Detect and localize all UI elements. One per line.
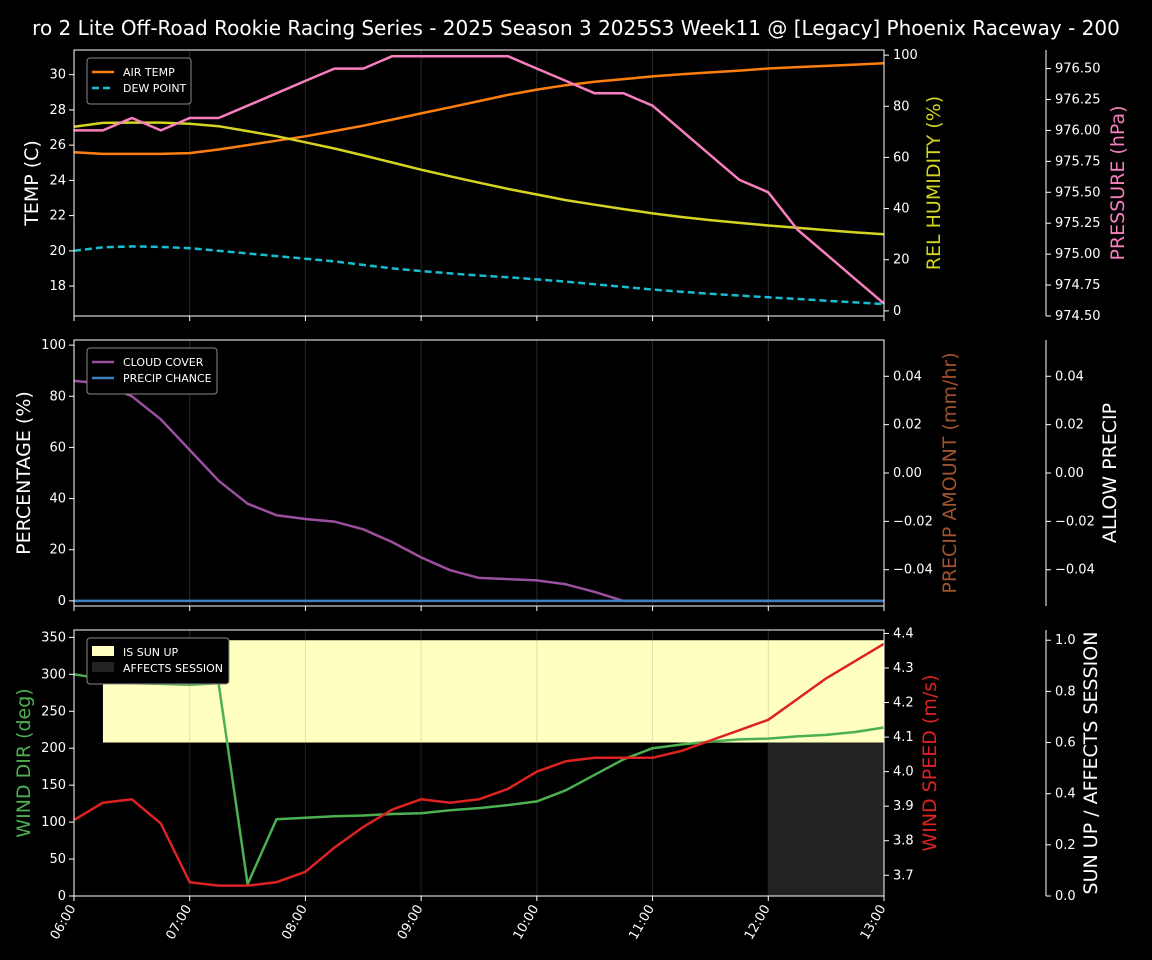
wind-speed-line: [73, 642, 885, 887]
left-axis-tick-label: 200: [41, 741, 66, 756]
left-axis-tick-label: 28: [49, 103, 66, 118]
precip-amount-axis-label: PRECIP AMOUNT (mm/hr): [939, 352, 961, 593]
left-axis-tick-label: 0: [58, 594, 66, 609]
right-axis-tick-label: 0.02: [893, 418, 922, 433]
air-temp-line: [73, 61, 885, 156]
plot-frame: [73, 629, 885, 897]
right-axis-tick-label: 4.4: [893, 626, 914, 641]
third-axis-tick-label: 0.6: [1055, 736, 1076, 751]
left-axis-tick-label: 30: [49, 68, 66, 83]
left-axis-tick-label: 24: [49, 173, 66, 188]
dew-point-line: [73, 245, 885, 306]
third-axis-tick-label: 975.25: [1055, 216, 1101, 231]
right-axis-tick-label: 4.3: [893, 661, 914, 676]
left-axis-tick-label: 20: [49, 244, 66, 259]
third-axis-tick-label: 1.0: [1055, 633, 1076, 648]
sun-up-axis-label: SUN UP / AFFECTS SESSION: [1080, 632, 1102, 895]
right-axis-tick-label: 4.0: [893, 765, 914, 780]
left-axis-tick-label: 300: [41, 667, 66, 682]
right-axis-tick-label: 100: [893, 48, 918, 63]
right-axis-tick-label: 3.7: [893, 868, 914, 883]
third-axis-tick-label: 975.75: [1055, 154, 1101, 169]
left-axis-tick-label: 40: [49, 492, 66, 507]
right-axis-tick-label: 40: [893, 202, 910, 217]
third-axis-tick-label: 0.00: [1055, 466, 1084, 481]
legend-label: AIR TEMP: [123, 66, 175, 79]
legend-patch: [92, 646, 114, 656]
legend-patch: [92, 662, 114, 672]
right-axis-tick-label: 80: [893, 99, 910, 114]
chart-title: ro 2 Lite Off-Road Rookie Racing Series …: [32, 16, 1120, 40]
left-axis-tick-label: 18: [49, 279, 66, 294]
plot-frame: [73, 49, 885, 317]
left-axis-tick-label: 100: [41, 815, 66, 830]
legend-label: CLOUD COVER: [123, 356, 204, 369]
percentage-axis-label: PERCENTAGE (%): [13, 391, 35, 555]
third-axis-tick-label: 976.25: [1055, 92, 1101, 107]
legend-box: [86, 347, 218, 395]
right-axis-tick-label: 4.1: [893, 730, 914, 745]
left-axis-tick-label: 0: [58, 889, 66, 904]
left-axis-tick-label: 80: [49, 389, 66, 404]
legend-label: AFFECTS SESSION: [123, 662, 223, 675]
right-axis-tick-label: 0.00: [893, 466, 922, 481]
wind-speed-axis-label: WIND SPEED (m/s): [919, 674, 941, 851]
temp-axis-label: TEMP (C): [21, 140, 43, 227]
third-axis-tick-label: 974.50: [1055, 309, 1101, 324]
allow-precip-axis-label: ALLOW PRECIP: [1099, 403, 1121, 543]
left-axis-tick-label: 20: [49, 543, 66, 558]
right-axis-tick-label: 3.8: [893, 834, 914, 849]
legend-label: PRECIP CHANCE: [123, 372, 212, 385]
pressure-line: [74, 54, 885, 305]
legend-label: IS SUN UP: [123, 646, 179, 659]
third-axis-tick-label: 0.04: [1055, 369, 1084, 384]
wind-dir-axis-label: WIND DIR (deg): [13, 688, 35, 837]
right-axis-tick-label: 0: [893, 304, 901, 319]
right-axis-tick-label: 3.9: [893, 799, 914, 814]
third-axis-tick-label: 975.00: [1055, 247, 1101, 262]
third-axis-tick-label: −0.04: [1055, 563, 1095, 578]
third-axis-tick-label: 974.75: [1055, 278, 1101, 293]
right-axis-tick-label: 4.2: [893, 696, 914, 711]
left-axis-tick-label: 50: [49, 852, 66, 867]
left-axis-tick-label: 60: [49, 440, 66, 455]
right-axis-tick-label: −0.02: [893, 514, 933, 529]
humidity-axis-label: REL HUMIDITY (%): [923, 96, 945, 270]
third-axis-tick-label: 0.02: [1055, 418, 1084, 433]
left-axis-tick-label: 250: [41, 704, 66, 719]
left-axis-tick-label: 100: [41, 338, 66, 353]
third-axis-tick-label: 976.00: [1055, 123, 1101, 138]
left-axis-tick-label: 150: [41, 778, 66, 793]
right-axis-tick-label: 60: [893, 150, 910, 165]
right-axis-tick-label: 20: [893, 253, 910, 268]
legend-box: [86, 637, 230, 685]
third-axis-tick-label: 0.8: [1055, 684, 1076, 699]
third-axis-tick-label: 0.2: [1055, 838, 1076, 853]
left-axis-tick-label: 350: [41, 630, 66, 645]
affects-session-area: [768, 742, 884, 896]
third-axis-tick-label: 0.0: [1055, 889, 1076, 904]
third-axis-tick-label: 0.4: [1055, 787, 1076, 802]
third-axis-tick-label: 976.50: [1055, 62, 1101, 77]
third-axis-tick-label: −0.02: [1055, 514, 1095, 529]
third-axis-tick-label: 975.50: [1055, 185, 1101, 200]
right-axis-tick-label: 0.04: [893, 369, 922, 384]
left-axis-tick-label: 22: [49, 209, 66, 224]
legend-label: DEW POINT: [123, 82, 187, 95]
left-axis-tick-label: 26: [49, 138, 66, 153]
pressure-axis-label: PRESSURE (hPa): [1107, 105, 1129, 260]
humidity-line: [73, 121, 885, 236]
right-axis-tick-label: −0.04: [893, 563, 933, 578]
legend-box: [86, 57, 192, 105]
